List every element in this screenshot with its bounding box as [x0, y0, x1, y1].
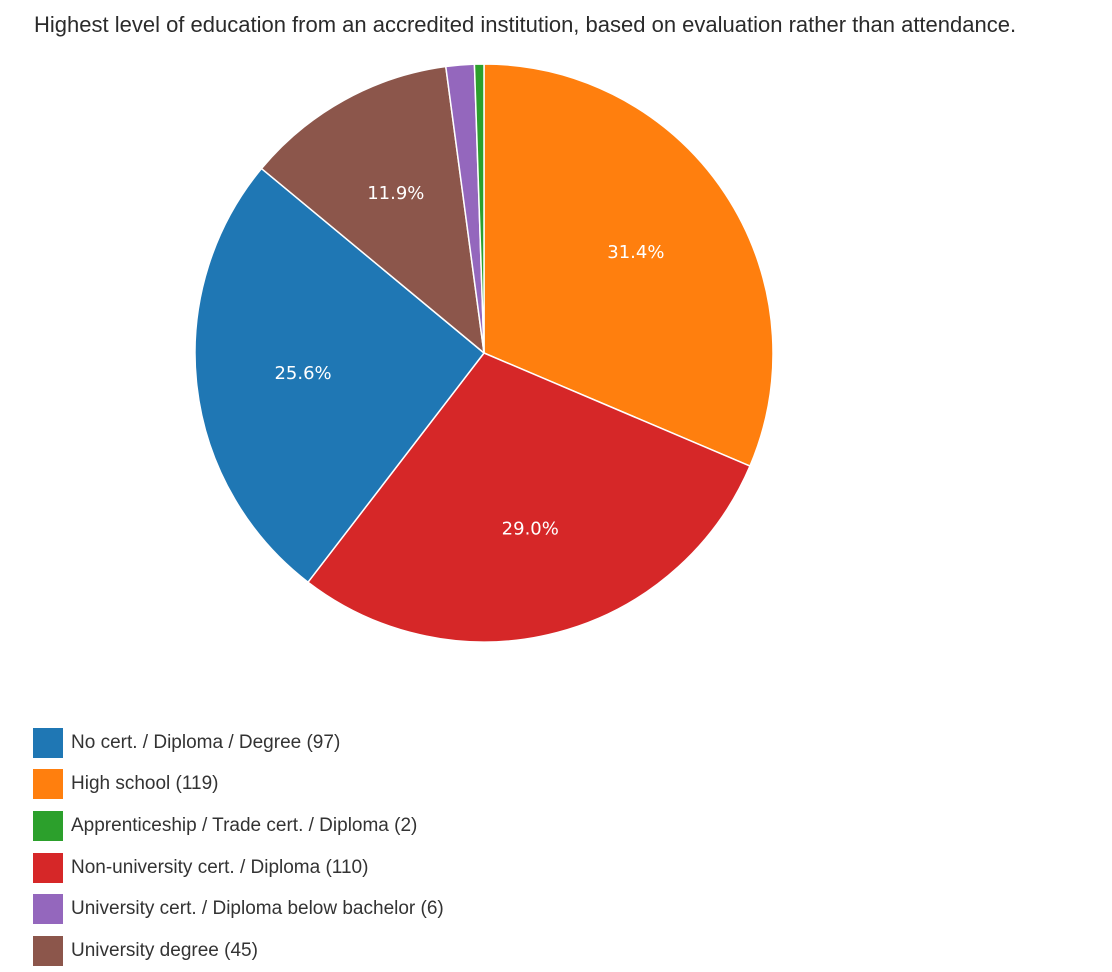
legend-swatch	[33, 810, 63, 841]
legend-swatch	[33, 727, 63, 758]
legend-item: University cert. / Diploma below bachelo…	[33, 888, 444, 930]
pie-slice-2	[473, 63, 485, 354]
legend-swatch	[33, 852, 63, 883]
legend: No cert. / Diploma / Degree (97) High sch…	[33, 722, 444, 972]
legend-label: No cert. / Diploma / Degree (97)	[71, 731, 341, 753]
chart-title: Highest level of education from an accre…	[34, 12, 1017, 37]
pie-slice-0	[194, 167, 485, 583]
legend-item: High school (119)	[33, 764, 444, 806]
legend-label: High school (119)	[71, 773, 219, 795]
pie-slice-labels: 31.4% 29.0% 25.6% 11.9%	[274, 183, 664, 539]
legend-item: Non-university cert. / Diploma (110)	[33, 847, 444, 889]
pie-slice-1	[483, 63, 774, 467]
legend-label: University degree (45)	[71, 939, 258, 961]
pie-slice-3	[307, 352, 751, 643]
legend-swatch	[33, 935, 63, 966]
legend-swatch	[33, 894, 63, 925]
legend-label: Apprenticeship / Trade cert. / Diploma (…	[71, 814, 418, 836]
legend-item: No cert. / Diploma / Degree (97)	[33, 722, 444, 764]
legend-item: Apprenticeship / Trade cert. / Diploma (…	[33, 805, 444, 847]
pie-slice-label-0: 25.6%	[274, 363, 331, 384]
legend-label: Non-university cert. / Diploma (110)	[71, 856, 369, 878]
pie-slices	[194, 63, 774, 643]
pie-slice-label-1: 31.4%	[607, 242, 664, 263]
legend-item: University degree (45)	[33, 930, 444, 972]
legend-label: University cert. / Diploma below bachelo…	[71, 898, 444, 920]
pie-slice-5	[260, 65, 485, 354]
pie-chart: 31.4% 29.0% 25.6% 11.9%	[194, 63, 774, 643]
pie-slice-label-3: 29.0%	[502, 519, 559, 540]
pie-slice-label-5: 11.9%	[367, 183, 424, 204]
legend-swatch	[33, 769, 63, 800]
